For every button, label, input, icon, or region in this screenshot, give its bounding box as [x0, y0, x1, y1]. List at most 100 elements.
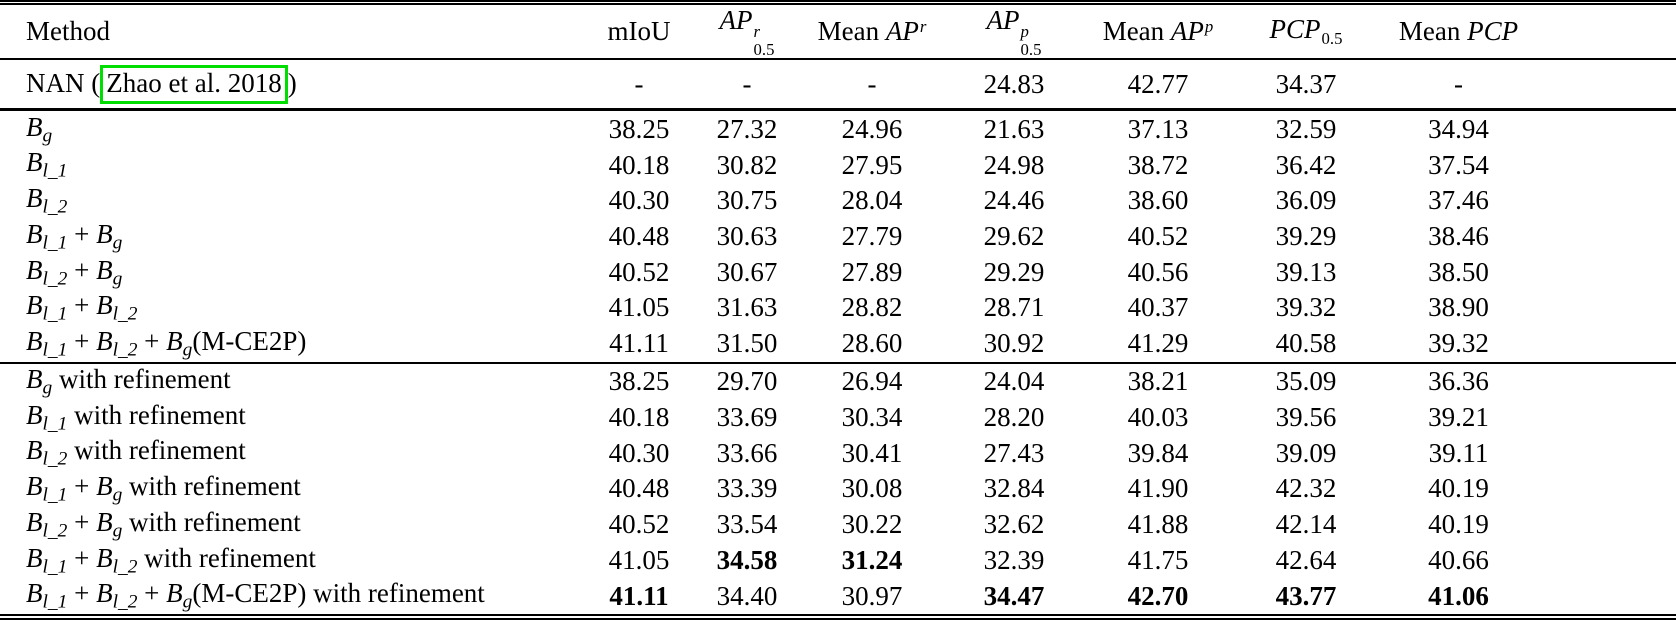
value-cell: 40.19 [1428, 473, 1489, 504]
table-row: Bl_1 + Bl_2 + Bg(M-CE2P) with refinement… [0, 578, 1676, 617]
method-text: + [67, 542, 97, 573]
table-row: Bl_1 + Bl_2 with refinement 41.05 34.58 31.… [0, 542, 1676, 578]
method-text: Zhao et al. 2018 [106, 67, 282, 98]
method-text: with refinement [67, 435, 246, 466]
value-cell: 32.84 [983, 473, 1045, 504]
value-cell: 34.37 [1275, 68, 1337, 99]
subscript: l_2 [42, 196, 68, 218]
value-cell: 30.63 [716, 221, 778, 251]
col-header: PCP0.5 [1231, 3, 1381, 60]
method-cell: Bl_2 + Bg with refinement [0, 507, 585, 543]
method-cell: Bl_1 [0, 147, 585, 183]
value-cell: 29.29 [983, 256, 1045, 287]
table-row: Bl_1 + Bl_2 + Bg(M-CE2P) 41.11 31.50 28.60 3… [0, 326, 1676, 363]
header-base: AP [885, 16, 919, 47]
table-row: Bl_2 with refinement 40.30 33.66 30.41 27.43… [0, 435, 1676, 471]
value-cell: 29.62 [983, 221, 1045, 251]
method-text: + [67, 218, 97, 249]
table-row: Bl_1 + Bg 40.48 30.63 27.79 29.62 40.52 39.29 3… [0, 219, 1676, 255]
table-row: Bl_1 + Bg with refinement 40.48 33.39 30.08… [0, 471, 1676, 507]
header-prefix: Mean [1398, 16, 1468, 47]
math-symbol: B [26, 147, 43, 178]
value-cell: 30.08 [841, 473, 903, 504]
superscript: p [1020, 22, 1029, 42]
value-cell: 41.90 [1127, 473, 1189, 504]
method-text: NAN ( [26, 67, 101, 98]
value-cell: 42.70 [1127, 580, 1189, 611]
value-cell: 26.94 [841, 366, 903, 397]
subscript: g [112, 267, 123, 289]
value-cell: 30.75 [716, 185, 778, 216]
math-symbol: B [166, 578, 183, 609]
method-cell: Bl_1 + Bl_2 + Bg(M-CE2P) [0, 326, 585, 363]
subscript: 0.5 [1321, 29, 1343, 49]
subscript: 0.5 [1020, 39, 1042, 59]
table-row: Bl_1 with refinement 40.18 33.69 30.34 28.20… [0, 399, 1676, 435]
citation-link[interactable]: Zhao et al. 2018 [100, 64, 288, 104]
header-base: mIoU [607, 16, 671, 47]
value-cell: 39.11 [1428, 437, 1489, 468]
table-row: Bg with refinement 38.25 29.70 26.94 24.04 38… [0, 363, 1676, 400]
value-cell: 36.09 [1275, 185, 1337, 216]
math-symbol: B [26, 254, 43, 285]
header-prefix: Mean [817, 16, 886, 47]
method-cell: Bl_2 + Bg [0, 254, 585, 290]
value-cell: 41.05 [608, 544, 670, 575]
header-prefix: Mean [1102, 16, 1171, 47]
value-cell: - [634, 68, 644, 99]
value-cell: 33.39 [716, 473, 778, 504]
value-cell: 41.88 [1127, 509, 1189, 540]
subscript: g [112, 484, 123, 506]
value-cell: 34.40 [716, 580, 778, 611]
value-cell: 27.95 [841, 149, 903, 180]
value-cell: 27.43 [983, 437, 1045, 468]
subscript: g [182, 591, 193, 613]
method-cell: Bg [0, 110, 585, 147]
value-cell: 28.20 [983, 401, 1045, 432]
col-header: Mean APp [1085, 3, 1231, 60]
value-cell: 24.46 [983, 185, 1045, 216]
header-supsub: r 0.5 [754, 23, 775, 58]
value-cell: 30.67 [716, 256, 778, 287]
value-cell: 27.32 [716, 113, 778, 144]
math-symbol: B [26, 218, 43, 249]
method-cell: Bl_1 + Bl_2 with refinement [0, 542, 585, 578]
value-cell: - [1454, 68, 1463, 99]
value-cell: 28.60 [841, 328, 903, 359]
value-cell: 39.13 [1275, 256, 1337, 287]
value-cell: 24.83 [983, 68, 1045, 99]
value-cell: 42.64 [1275, 544, 1337, 575]
header-base: PCP [1467, 16, 1519, 47]
value-cell: 33.66 [716, 437, 778, 468]
value-cell: 40.19 [1428, 509, 1489, 540]
subscript: l_2 [112, 339, 138, 361]
table-row: Bl_1 + Bl_2 41.05 31.63 28.82 28.71 40.37 39.3… [0, 290, 1676, 326]
subscript: 0.5 [753, 39, 775, 59]
value-cell: 40.03 [1127, 401, 1189, 432]
method-cell: Bg with refinement [0, 363, 585, 400]
math-symbol: B [96, 578, 113, 609]
math-symbol: B [96, 471, 113, 502]
value-cell: 30.92 [983, 328, 1045, 359]
subscript: l_1 [42, 232, 68, 254]
value-cell: 41.11 [609, 580, 669, 611]
method-text: + [137, 578, 167, 609]
value-cell: 31.63 [716, 292, 778, 323]
value-cell: 37.46 [1428, 185, 1489, 216]
value-cell: 39.84 [1127, 437, 1189, 468]
value-cell: 34.47 [983, 580, 1045, 611]
value-cell: 28.04 [841, 185, 903, 216]
math-symbol: B [26, 506, 43, 537]
subscript: g [182, 339, 193, 361]
math-symbol: B [26, 435, 43, 466]
method-cell: Bl_1 + Bl_2 [0, 290, 585, 326]
subscript: l_1 [42, 303, 68, 325]
method-text: ) [287, 67, 297, 98]
method-cell: Bl_2 [0, 183, 585, 219]
value-cell: 24.04 [983, 366, 1045, 397]
value-cell: 40.48 [608, 473, 670, 504]
value-cell: 40.18 [608, 401, 670, 432]
value-cell: 32.39 [983, 544, 1045, 575]
value-cell: 38.72 [1127, 149, 1189, 180]
method-text: with refinement [52, 363, 231, 394]
